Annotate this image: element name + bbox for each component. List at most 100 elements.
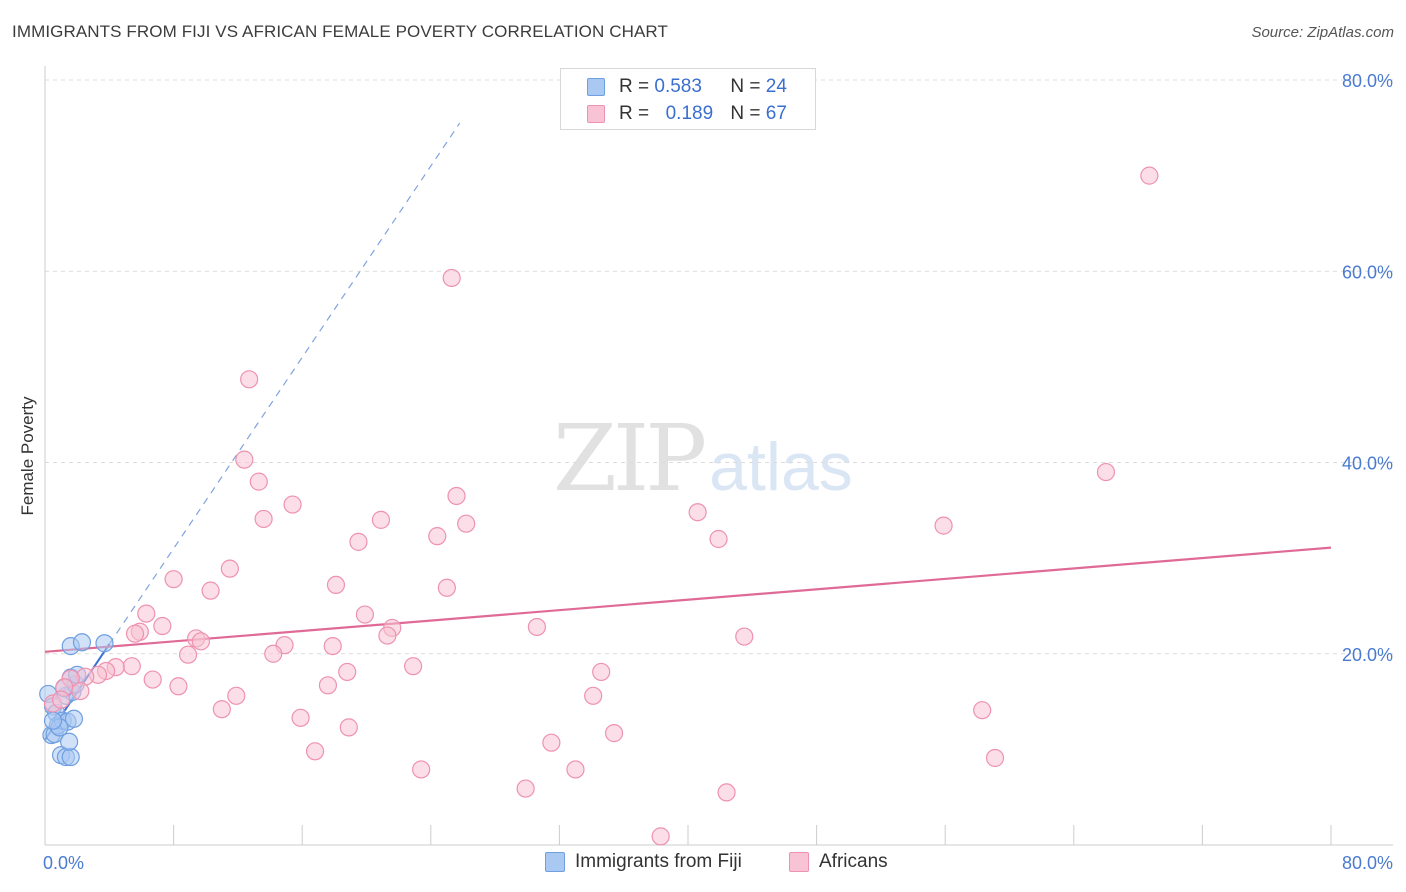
africans-point <box>220 559 239 578</box>
africans-point <box>973 701 992 720</box>
africans-point <box>735 627 754 646</box>
africans-point <box>227 686 246 705</box>
africans-point <box>592 662 611 682</box>
legend-r-label: R = <box>619 103 650 124</box>
legend-row-africans: R = 0.189 N = 67 <box>587 102 787 126</box>
africans-point <box>339 718 358 737</box>
africans-point <box>371 510 391 529</box>
legend-r-value: 0.189 <box>665 103 714 124</box>
legend-r-label: R = <box>619 76 650 97</box>
africans-point <box>164 570 183 589</box>
correlation-legend: R = 0.583 N = 24 R = 0.189 N = 67 <box>560 68 816 130</box>
africans-point <box>985 748 1005 768</box>
africans-point <box>254 509 273 529</box>
fiji-point <box>72 633 92 652</box>
africans-point <box>51 690 71 709</box>
fiji-point <box>60 732 79 751</box>
legend-row-fiji: R = 0.583 N = 24 <box>587 75 787 99</box>
legend-label-africans: Africans <box>819 851 888 872</box>
africans-point <box>688 503 707 522</box>
africans-point <box>604 724 624 743</box>
africans-point <box>584 686 603 705</box>
africans-point <box>249 472 268 491</box>
legend-n-label: N = <box>730 76 761 97</box>
fiji-point <box>61 747 80 767</box>
africans-point <box>651 827 670 846</box>
africans-point <box>143 670 162 689</box>
africans-point <box>137 604 156 623</box>
africans-point <box>1140 166 1159 185</box>
africans-point <box>378 626 397 645</box>
x-tick-label: 0.0% <box>43 853 84 873</box>
africans-point <box>318 676 338 695</box>
africans-point <box>457 514 476 533</box>
fiji-point <box>95 634 114 653</box>
y-tick-label: 40.0% <box>1342 454 1393 474</box>
africans-point <box>428 527 447 546</box>
africans-point <box>934 516 953 535</box>
legend-item-africans[interactable]: Africans <box>789 851 888 873</box>
legend-n-value: 67 <box>765 103 787 124</box>
chart-title: IMMIGRANTS FROM FIJI VS AFRICAN FEMALE P… <box>12 22 668 41</box>
fiji-point <box>43 711 63 730</box>
africans-point <box>1096 462 1116 482</box>
africans-point <box>355 605 374 624</box>
y-tick-label: 20.0% <box>1342 645 1393 665</box>
africans-point <box>412 760 431 779</box>
y-tick-label: 80.0% <box>1342 71 1393 91</box>
africans-point <box>717 783 736 802</box>
watermark-atlas: atlas <box>709 429 853 505</box>
africans-point <box>291 708 310 727</box>
legend-r-value: 0.583 <box>654 76 702 97</box>
legend-n-label: N = <box>730 103 761 124</box>
africans-point <box>191 632 211 651</box>
africans-point <box>404 657 423 676</box>
grid-lines <box>45 79 1393 655</box>
africans-point <box>349 532 368 551</box>
africans-point <box>437 578 456 597</box>
africans-point <box>709 529 728 549</box>
data-points <box>39 166 1159 846</box>
legend-swatch-fiji <box>545 852 565 872</box>
x-tick-label: 80.0% <box>1342 853 1393 873</box>
watermark: ZIPatlas <box>553 405 853 512</box>
africans-point <box>153 616 172 636</box>
legend-swatch-fiji <box>587 78 605 96</box>
africans-point <box>566 760 585 779</box>
legend-item-fiji[interactable]: Immigrants from Fiji <box>545 851 742 873</box>
africans-point <box>338 662 357 682</box>
fiji-point <box>64 709 84 728</box>
africans-point <box>326 575 346 595</box>
africans-point <box>201 581 220 600</box>
axes <box>44 66 1393 846</box>
africans-point <box>169 677 188 696</box>
series-legend: Immigrants from Fiji Africans <box>0 851 1406 877</box>
africans-point <box>516 779 535 798</box>
legend-label-fiji: Immigrants from Fiji <box>575 851 742 872</box>
y-tick-label: 60.0% <box>1342 262 1393 282</box>
fiji-trend-extension <box>108 122 461 645</box>
africans-point <box>264 644 283 663</box>
africans-point <box>240 370 259 389</box>
africans-point <box>71 681 90 701</box>
africans-point <box>442 268 461 288</box>
africans-point <box>178 645 198 664</box>
africans-trend-line <box>44 546 1332 653</box>
africans-point <box>542 733 561 752</box>
chart-source: Source: ZipAtlas.com <box>1251 24 1394 41</box>
africans-point <box>122 657 141 676</box>
africans-point <box>527 617 546 637</box>
africans-point <box>447 486 466 506</box>
legend-swatch-africans <box>789 852 809 872</box>
trend-lines <box>44 122 1332 741</box>
africans-point <box>305 742 325 761</box>
africans-point <box>235 450 254 469</box>
legend-swatch-africans <box>587 105 605 123</box>
legend-n-value: 24 <box>765 76 787 97</box>
africans-point <box>125 624 145 643</box>
tick-labels: 20.0% 40.0% 60.0% 80.0% 0.0% 80.0% <box>43 71 1393 873</box>
watermark-zip: ZIP <box>553 405 707 512</box>
africans-point <box>212 700 231 719</box>
africans-point <box>323 636 342 656</box>
